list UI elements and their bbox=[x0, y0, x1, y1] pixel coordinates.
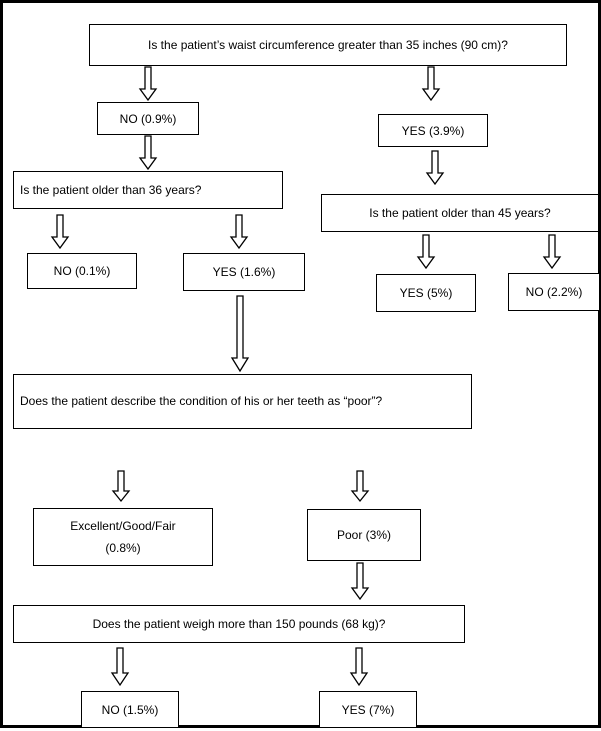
age45-yes-node: YES (5%) bbox=[376, 274, 476, 312]
question-weight-150-pounds: Does the patient weigh more than 150 pou… bbox=[13, 605, 465, 643]
weight-yes-node: YES (7%) bbox=[319, 691, 417, 728]
weight-no-node: NO (1.5%) bbox=[81, 691, 179, 728]
question-teeth-condition: Does the patient describe the condition … bbox=[13, 374, 472, 429]
teeth-poor-node: Poor (3%) bbox=[307, 509, 421, 561]
arrow-waistyes-age45 bbox=[425, 150, 445, 186]
arrow-weight-yes bbox=[349, 647, 369, 687]
question-waist-circumference: Is the patient’s waist circumference gre… bbox=[89, 24, 567, 66]
waist-yes-node: YES (3.9%) bbox=[378, 114, 488, 147]
arrow-waistno-age36 bbox=[138, 135, 158, 171]
arrow-age36-no bbox=[50, 214, 70, 250]
arrow-age36yes-teeth bbox=[230, 295, 250, 373]
age36-yes-node: YES (1.6%) bbox=[183, 253, 305, 291]
question-older-than-45: Is the patient older than 45 years? bbox=[321, 194, 599, 232]
arrow-poor-weight bbox=[350, 562, 370, 601]
question-older-than-36: Is the patient older than 36 years? bbox=[13, 171, 283, 209]
age45-no-node: NO (2.2%) bbox=[508, 273, 600, 311]
arrow-teeth-fair bbox=[111, 470, 131, 503]
arrow-waist-yes bbox=[421, 66, 441, 102]
arrow-waist-no bbox=[138, 66, 158, 102]
arrow-weight-no bbox=[110, 647, 130, 687]
arrow-age45-no bbox=[542, 234, 562, 270]
arrow-age36-yes bbox=[229, 214, 249, 250]
teeth-excellent-good-fair-node: Excellent/Good/Fair (0.8%) bbox=[33, 508, 213, 566]
flow-arrows bbox=[50, 66, 562, 687]
arrow-teeth-poor bbox=[350, 470, 370, 503]
arrow-age45-yes bbox=[416, 234, 436, 270]
age36-no-node: NO (0.1%) bbox=[27, 253, 137, 289]
waist-no-node: NO (0.9%) bbox=[97, 102, 199, 135]
